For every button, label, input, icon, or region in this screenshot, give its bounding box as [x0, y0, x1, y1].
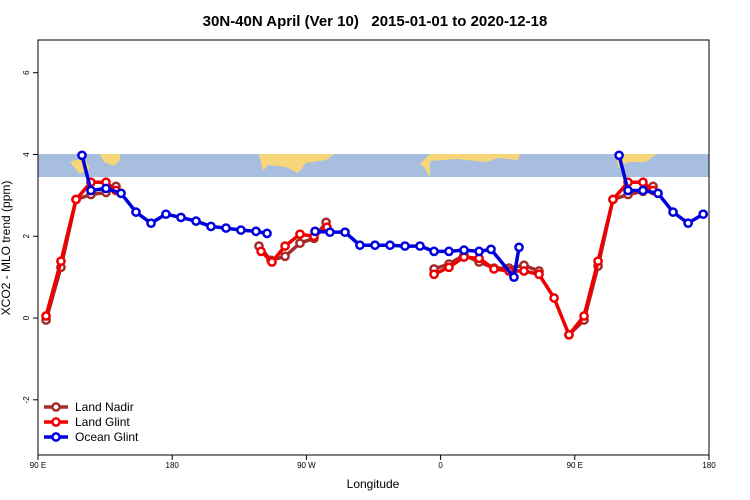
legend-label: Ocean Glint [75, 430, 139, 444]
data-point [564, 329, 574, 340]
data-point [86, 185, 96, 196]
series-line [44, 184, 654, 337]
data-point [653, 188, 663, 199]
y-tick-label: 4 [22, 152, 31, 157]
x-tick-label: 180 [702, 461, 716, 470]
data-point [262, 228, 272, 239]
data-point [514, 242, 524, 253]
x-tick-label: 90 E [567, 461, 583, 470]
data-point [355, 240, 365, 251]
data-point [280, 251, 290, 262]
data-point [486, 244, 496, 255]
y-tick-label: 0 [22, 315, 31, 320]
data-point [593, 256, 603, 267]
data-point [146, 218, 156, 229]
data-point [638, 177, 648, 188]
legend-marker [51, 432, 61, 442]
x-axis-label: Longitude [347, 477, 400, 491]
data-point [267, 257, 277, 267]
data-point [608, 194, 618, 205]
data-point [295, 229, 305, 240]
data-point [698, 209, 709, 220]
data-point [444, 262, 454, 273]
data-point [256, 246, 266, 257]
series-line [44, 180, 655, 337]
data-point [101, 183, 111, 194]
data-point [71, 194, 81, 205]
data-point [459, 245, 469, 256]
data-point [444, 246, 454, 257]
data-point [683, 218, 693, 229]
data-point [131, 207, 141, 217]
data-point [489, 264, 499, 274]
y-axis-label: XCO2 - MLO trend (ppm) [0, 181, 13, 316]
data-point [340, 227, 350, 238]
data-point [668, 207, 678, 217]
data-point [509, 272, 519, 282]
data-point [519, 266, 529, 276]
data-point [429, 269, 439, 280]
x-tick-label: 180 [166, 461, 180, 470]
data-point [295, 238, 305, 249]
plot-frame [37, 39, 710, 456]
y-tick-label: 6 [22, 70, 31, 75]
chart-title: 30N-40N April (Ver 10) 2015-01-01 to 202… [203, 13, 548, 30]
data-point [161, 209, 171, 220]
map-strip [38, 154, 709, 177]
data-point [206, 221, 216, 232]
data-point [325, 227, 335, 238]
legend-marker [51, 402, 61, 412]
data-point [116, 188, 126, 199]
data-point [474, 246, 484, 257]
x-tick-label: 90 W [297, 461, 316, 470]
x-tick-label: 90 E [30, 461, 46, 470]
data-point [251, 226, 261, 237]
legend-marker [51, 417, 61, 427]
data-point [579, 311, 589, 321]
data-point [623, 185, 633, 196]
data-point [310, 226, 320, 237]
data-point [280, 241, 290, 251]
data-point [549, 293, 559, 303]
legend-label: Land Nadir [75, 400, 134, 414]
data-point [41, 311, 51, 321]
legend-label: Land Glint [75, 415, 130, 429]
data-point [534, 269, 544, 280]
data-point [415, 241, 425, 251]
data-point [191, 216, 201, 226]
data-point [638, 185, 648, 196]
data-point [370, 240, 380, 251]
y-tick-label: 2 [22, 233, 31, 238]
data-point [221, 223, 231, 233]
y-tick-label: -2 [22, 396, 31, 404]
data-point [56, 256, 66, 267]
x-tick-label: 0 [438, 461, 443, 470]
data-point [385, 240, 395, 251]
data-point [176, 212, 186, 223]
data-point [400, 241, 410, 251]
data-point [77, 150, 87, 161]
data-point [614, 150, 624, 161]
data-point [236, 225, 246, 235]
data-point [429, 246, 439, 257]
